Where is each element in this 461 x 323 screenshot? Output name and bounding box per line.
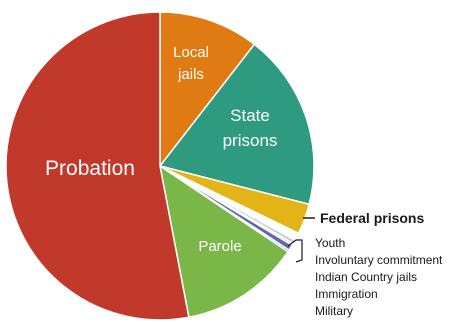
- label-local-jails-line2: jails: [177, 66, 204, 83]
- label-involuntary-commitment: Involuntary commitment: [315, 253, 443, 267]
- label-parole: Parole: [198, 238, 241, 255]
- slice-parole: [158, 164, 289, 319]
- small-group-leader-line: [287, 239, 303, 263]
- label-youth: Youth: [315, 236, 345, 250]
- label-military: Military: [315, 304, 353, 318]
- label-local-jails-line1: Local: [173, 44, 209, 61]
- slice-probation: [5, 11, 190, 321]
- label-state-prisons-line2: prisons: [223, 131, 278, 150]
- slice-local-jails: [159, 11, 256, 169]
- label-state-prisons-line1: State: [230, 106, 270, 125]
- label-indian-country-jails: Indian Country jails: [315, 270, 417, 284]
- label-federal-prisons: Federal prisons: [320, 210, 424, 226]
- pie-slices: [5, 11, 315, 321]
- slice-state-prisons: [158, 43, 315, 206]
- label-probation: Probation: [45, 157, 135, 180]
- label-immigration: Immigration: [315, 287, 378, 301]
